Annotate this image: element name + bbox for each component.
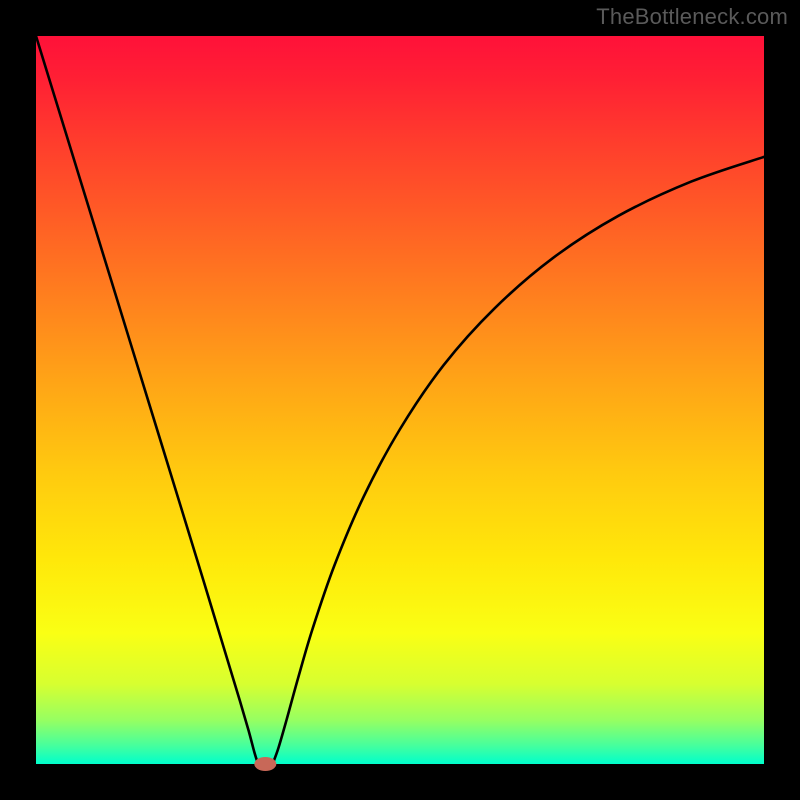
- chart-container: TheBottleneck.com: [0, 0, 800, 800]
- watermark-text: TheBottleneck.com: [596, 4, 788, 30]
- plot-gradient-rect: [36, 36, 764, 764]
- minimum-marker: [254, 757, 276, 771]
- bottleneck-chart: [0, 0, 800, 800]
